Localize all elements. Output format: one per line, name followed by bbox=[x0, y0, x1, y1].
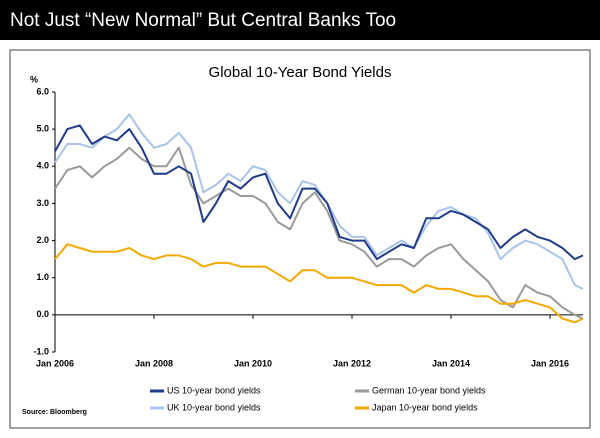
series-line bbox=[54, 146, 584, 320]
series-line bbox=[54, 124, 584, 261]
source: Source: Bloomberg bbox=[22, 409, 87, 416]
y-tick-label: 4.0 bbox=[36, 161, 49, 171]
x-tick-label: Jan 2010 bbox=[234, 358, 272, 368]
header-bar bbox=[0, 0, 600, 40]
x-tick-label: Jan 2006 bbox=[36, 358, 74, 368]
y-tick-label: 5.0 bbox=[36, 124, 49, 134]
y-tick-label: 1.0 bbox=[36, 272, 49, 282]
chart-frame bbox=[9, 49, 591, 429]
y-tick-label: 3.0 bbox=[36, 198, 49, 208]
y-tick-label: -1.0 bbox=[33, 346, 49, 356]
y-tick-label: 0.0 bbox=[36, 309, 49, 319]
y-tick-label: 2.0 bbox=[36, 235, 49, 245]
legend-label: Japan 10-year bond yields bbox=[372, 402, 478, 412]
series-line bbox=[54, 243, 584, 324]
legend-label: UK 10-year bond yields bbox=[167, 402, 261, 412]
header-title: Not Just “New Normal” But Central Banks … bbox=[10, 10, 396, 31]
x-tick-label: Jan 2012 bbox=[333, 358, 371, 368]
x-tick-label: Jan 2014 bbox=[432, 358, 470, 368]
x-tick-label: Jan 2008 bbox=[135, 358, 173, 368]
chart-title: Global 10-Year Bond Yields bbox=[209, 64, 392, 81]
x-tick-label: Jan 2016 bbox=[531, 358, 569, 368]
y-axis-label: % bbox=[30, 74, 38, 84]
y-tick-label: 6.0 bbox=[36, 86, 49, 96]
legend-label: US 10-year bond yields bbox=[167, 385, 261, 395]
series-line bbox=[54, 113, 584, 290]
legend-label: German 10-year bond yields bbox=[372, 385, 486, 395]
